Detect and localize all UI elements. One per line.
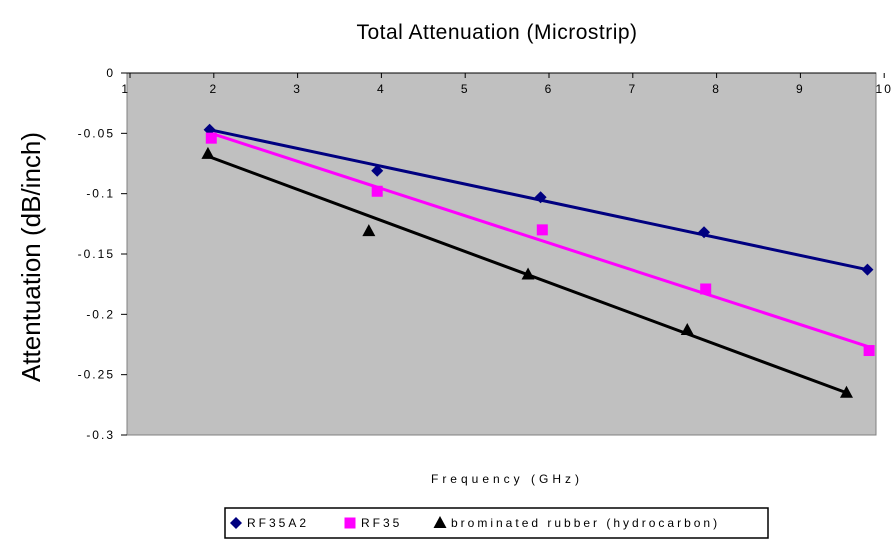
y-tick-label: -0.3 bbox=[86, 428, 115, 442]
point-diamond-0-1 bbox=[371, 164, 384, 177]
point-square-1-0 bbox=[205, 132, 217, 144]
y-axis: 0 -0.05 -0.1 -0.15 -0.2 -0.25 -0.3 bbox=[78, 66, 127, 442]
legend-marker-0 bbox=[230, 517, 242, 529]
legend-box bbox=[224, 507, 769, 539]
y-axis-label: Attentuation (dB/inch) bbox=[16, 132, 46, 382]
x-tick-label: 6 bbox=[545, 82, 554, 96]
point-square-1-3 bbox=[700, 283, 712, 295]
legend: RF35A2 RF35 brominated rubber (hydrocarbon… bbox=[224, 507, 769, 539]
x-tick-label: 10 bbox=[876, 82, 893, 96]
x-axis: 1 2 3 4 5 6 7 8 9 10 bbox=[121, 72, 893, 96]
x-tick-label: 7 bbox=[628, 82, 637, 96]
x-tick-label: 2 bbox=[209, 82, 218, 96]
y-tick-label: -0.2 bbox=[86, 307, 115, 321]
point-diamond-0-2 bbox=[534, 191, 547, 204]
data-points bbox=[201, 123, 875, 398]
trendline-1 bbox=[210, 131, 870, 349]
legend-marker-1 bbox=[344, 517, 356, 529]
point-triangle-2-0 bbox=[201, 146, 215, 159]
x-tick-label: 5 bbox=[461, 82, 470, 96]
point-triangle-2-2 bbox=[521, 267, 535, 280]
x-tick-label: 4 bbox=[377, 82, 386, 96]
point-diamond-0-4 bbox=[861, 263, 874, 276]
x-tick-label: 1 bbox=[121, 82, 130, 96]
legend-label-0: RF35A2 bbox=[247, 516, 309, 530]
point-square-1-4 bbox=[863, 345, 875, 357]
legend-label-1: RF35 bbox=[361, 516, 402, 530]
legend-marker-2 bbox=[433, 516, 447, 528]
x-axis-label: Frequency (GHz) bbox=[431, 472, 583, 486]
chart-title: Total Attenuation (Microstrip) bbox=[356, 21, 637, 44]
point-triangle-2-3 bbox=[680, 323, 694, 336]
legend-label-2: brominated rubber (hydrocarbon) bbox=[451, 516, 720, 530]
y-tick-label: -0.15 bbox=[78, 247, 115, 261]
x-tick-label: 3 bbox=[293, 82, 302, 96]
y-tick-label: -0.05 bbox=[78, 126, 115, 140]
x-tick-label: 8 bbox=[712, 82, 721, 96]
point-triangle-2-1 bbox=[362, 224, 376, 237]
point-diamond-0-3 bbox=[698, 226, 711, 239]
y-tick-label: 0 bbox=[106, 66, 115, 80]
y-tick-label: -0.25 bbox=[78, 368, 115, 382]
point-triangle-2-4 bbox=[839, 385, 853, 398]
plot-area bbox=[126, 72, 877, 436]
x-tick-label: 9 bbox=[796, 82, 805, 96]
point-square-1-1 bbox=[371, 185, 383, 197]
point-square-1-2 bbox=[536, 224, 548, 236]
y-tick-label: -0.1 bbox=[86, 187, 115, 201]
